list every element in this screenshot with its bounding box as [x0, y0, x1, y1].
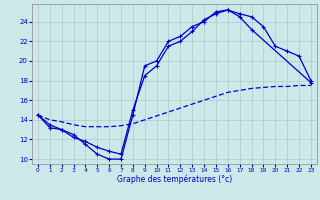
X-axis label: Graphe des températures (°c): Graphe des températures (°c) — [117, 175, 232, 184]
